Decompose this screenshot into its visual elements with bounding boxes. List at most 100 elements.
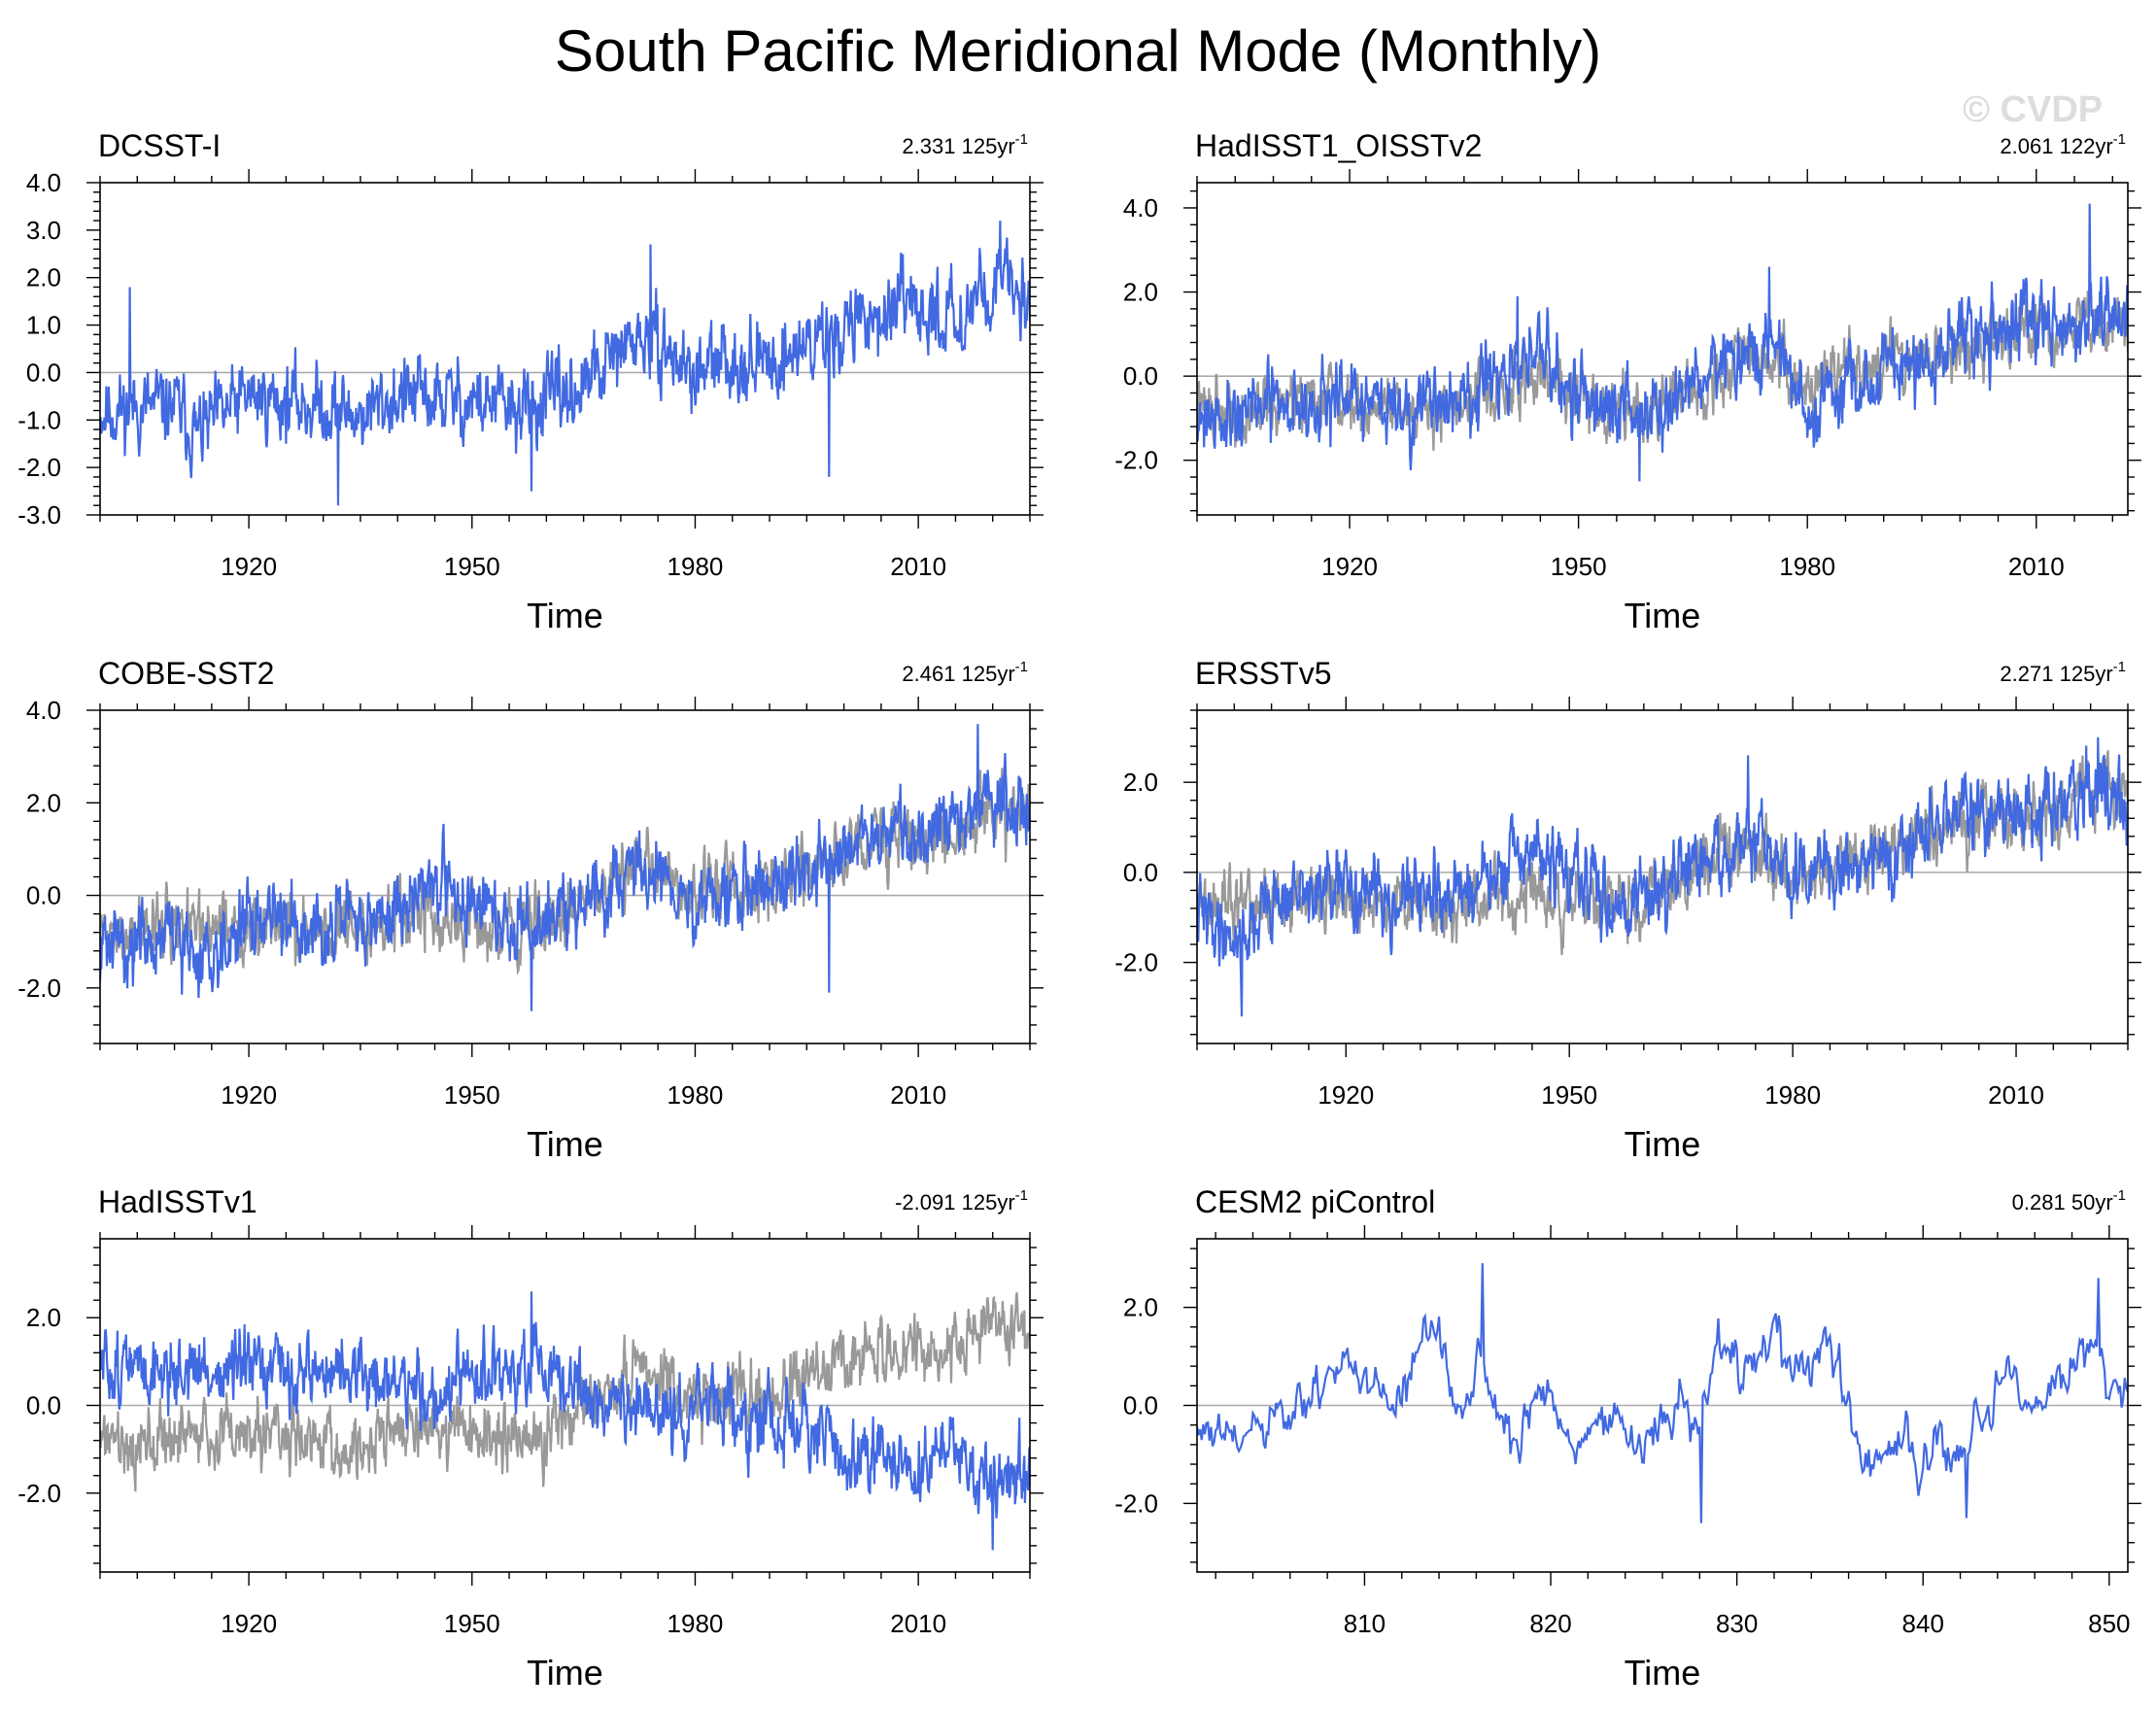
trend-value: 2.461 [902,662,955,686]
trend-value: -2.091 [895,1190,955,1214]
y-tick-label: 3.0 [26,216,61,245]
x-tick-label: 850 [2088,1609,2130,1638]
trend-label: -2.091 125yr-1 [895,1187,1028,1214]
panel-ersstv5: -2.0 0.0 2.0 1920 1950 1980 2010 Time ERSSTv5 2.2… [1114,656,2141,1164]
x-tick-label: 820 [1529,1609,1571,1638]
y-tick-label: -2.0 [17,453,61,482]
y-tick-label: 0.0 [26,358,61,387]
x-tick-label: 1950 [444,1609,500,1638]
panel-title: HadISST1_OISSTv2 [1195,128,1482,163]
x-axis-label: Time [527,596,603,635]
x-tick-label: 840 [1902,1609,1944,1638]
trend-label: 2.461 125yr-1 [902,659,1028,686]
x-tick-label: 1920 [221,1080,277,1110]
x-tick-label: 830 [1716,1609,1758,1638]
y-tick-label: 4.0 [26,696,61,725]
x-tick-label: 1920 [221,1609,277,1638]
trend-period: 125yr [2060,662,2113,686]
y-tick-label: 0.0 [1123,858,1158,887]
y-tick-label: -2.0 [1114,1488,1158,1518]
trend-label: 2.061 122yr-1 [2000,131,2126,158]
trend-period: 122yr [2060,134,2113,158]
x-tick-label: 1950 [444,1080,500,1110]
plot-frame [99,709,1031,1044]
trend-value: 0.281 [2012,1190,2066,1214]
x-tick-label: 1950 [1541,1080,1597,1110]
x-tick-label: 1920 [1321,552,1378,581]
trend-value: 2.331 [902,134,955,158]
trend-exponent: -1 [1015,659,1028,675]
y-tick-label: -2.0 [17,1479,61,1508]
figure-title: South Pacific Meridional Mode (Monthly) [554,18,1602,84]
plot-frame [99,182,1031,516]
x-tick-label: 2010 [890,552,946,581]
x-tick-label: 810 [1344,1609,1386,1638]
plot-frame [1196,709,2129,1044]
y-tick-label: 0.0 [1123,1391,1158,1420]
y-tick-label: -3.0 [17,500,61,530]
panel-cobe-sst2: -2.0 0.0 2.0 4.0 1920 1950 1980 2010 Time COBE-SS… [17,656,1044,1164]
trend-value: 2.061 [2000,134,2053,158]
series-line [1197,1263,2128,1523]
panel-hadisstv1: -2.0 0.0 2.0 1920 1950 1980 2010 Time HadISSTv1 -… [17,1184,1044,1693]
series-line [100,221,1030,506]
series-line [100,1291,1030,1551]
y-tick-label: -2.0 [17,974,61,1003]
x-tick-label: 1980 [667,552,724,581]
y-tick-label: 2.0 [1123,768,1158,797]
x-tick-label: 1980 [667,1609,724,1638]
x-tick-label: 2010 [890,1080,946,1110]
x-axis-label: Time [1625,596,1701,635]
trend-period: 125yr [962,662,1015,686]
trend-exponent: -1 [1015,131,1028,148]
x-tick-label: 1980 [1764,1080,1821,1110]
x-tick-label: 1950 [1551,552,1607,581]
trend-exponent: -1 [2113,131,2126,148]
x-axis-label: Time [1625,1653,1701,1693]
panel-title: CESM2 piControl [1195,1184,1435,1219]
y-tick-label: 2.0 [1123,278,1158,307]
x-tick-label: 1920 [1318,1080,1374,1110]
y-tick-label: 2.0 [1123,1293,1158,1322]
x-axis-label: Time [527,1124,603,1164]
series-line [1197,203,2128,482]
x-axis-label: Time [1625,1124,1701,1164]
y-tick-label: 2.0 [26,263,61,292]
y-tick-label: -1.0 [17,405,61,434]
y-tick-label: -2.0 [1114,948,1158,977]
trend-period: 125yr [962,134,1015,158]
panel-title: ERSSTv5 [1195,656,1331,691]
panel-hadisst1-oisstv2: -2.0 0.0 2.0 4.0 1920 1950 1980 2010 Time HadISST… [1114,128,2141,635]
trend-label: 2.331 125yr-1 [902,131,1028,158]
x-tick-label: 2010 [1988,1080,2044,1110]
trend-exponent: -1 [2113,1187,2126,1204]
x-axis-label: Time [527,1653,603,1693]
plot-frame [1196,182,2129,516]
x-tick-label: 2010 [890,1609,946,1638]
panel-cesm2-picontrol: -2.0 0.0 2.0 810 820 830 840 850 Time CESM2 piCon… [1114,1184,2141,1693]
trend-label: 2.271 125yr-1 [2000,659,2126,686]
series-line [1197,736,2128,1017]
trend-label: 0.281 50yr-1 [2012,1187,2126,1214]
trend-period: 125yr [962,1190,1015,1214]
x-tick-label: 2010 [2008,552,2065,581]
x-tick-label: 1980 [667,1080,724,1110]
trend-exponent: -1 [2113,659,2126,675]
reference-series-line [100,1292,1030,1492]
panel-title: COBE-SST2 [98,656,274,691]
y-tick-label: 2.0 [26,1303,61,1332]
trend-period: 50yr [2071,1190,2113,1214]
x-tick-label: 1980 [1779,552,1835,581]
x-tick-label: 1950 [444,552,500,581]
series-line [100,724,1030,1011]
y-tick-label: 4.0 [26,168,61,197]
y-tick-label: 0.0 [26,881,61,910]
x-tick-label: 1920 [221,552,277,581]
trend-exponent: -1 [1015,1187,1028,1204]
trend-value: 2.271 [2000,662,2053,686]
y-tick-label: 0.0 [1123,361,1158,391]
panel-dcsst-i: -3.0 -2.0 -1.0 0.0 1.0 2.0 3.0 4.0 1920 1950 1980 2… [17,128,1044,635]
panel-title: HadISSTv1 [98,1184,257,1219]
panel-title: DCSST-I [98,128,221,163]
